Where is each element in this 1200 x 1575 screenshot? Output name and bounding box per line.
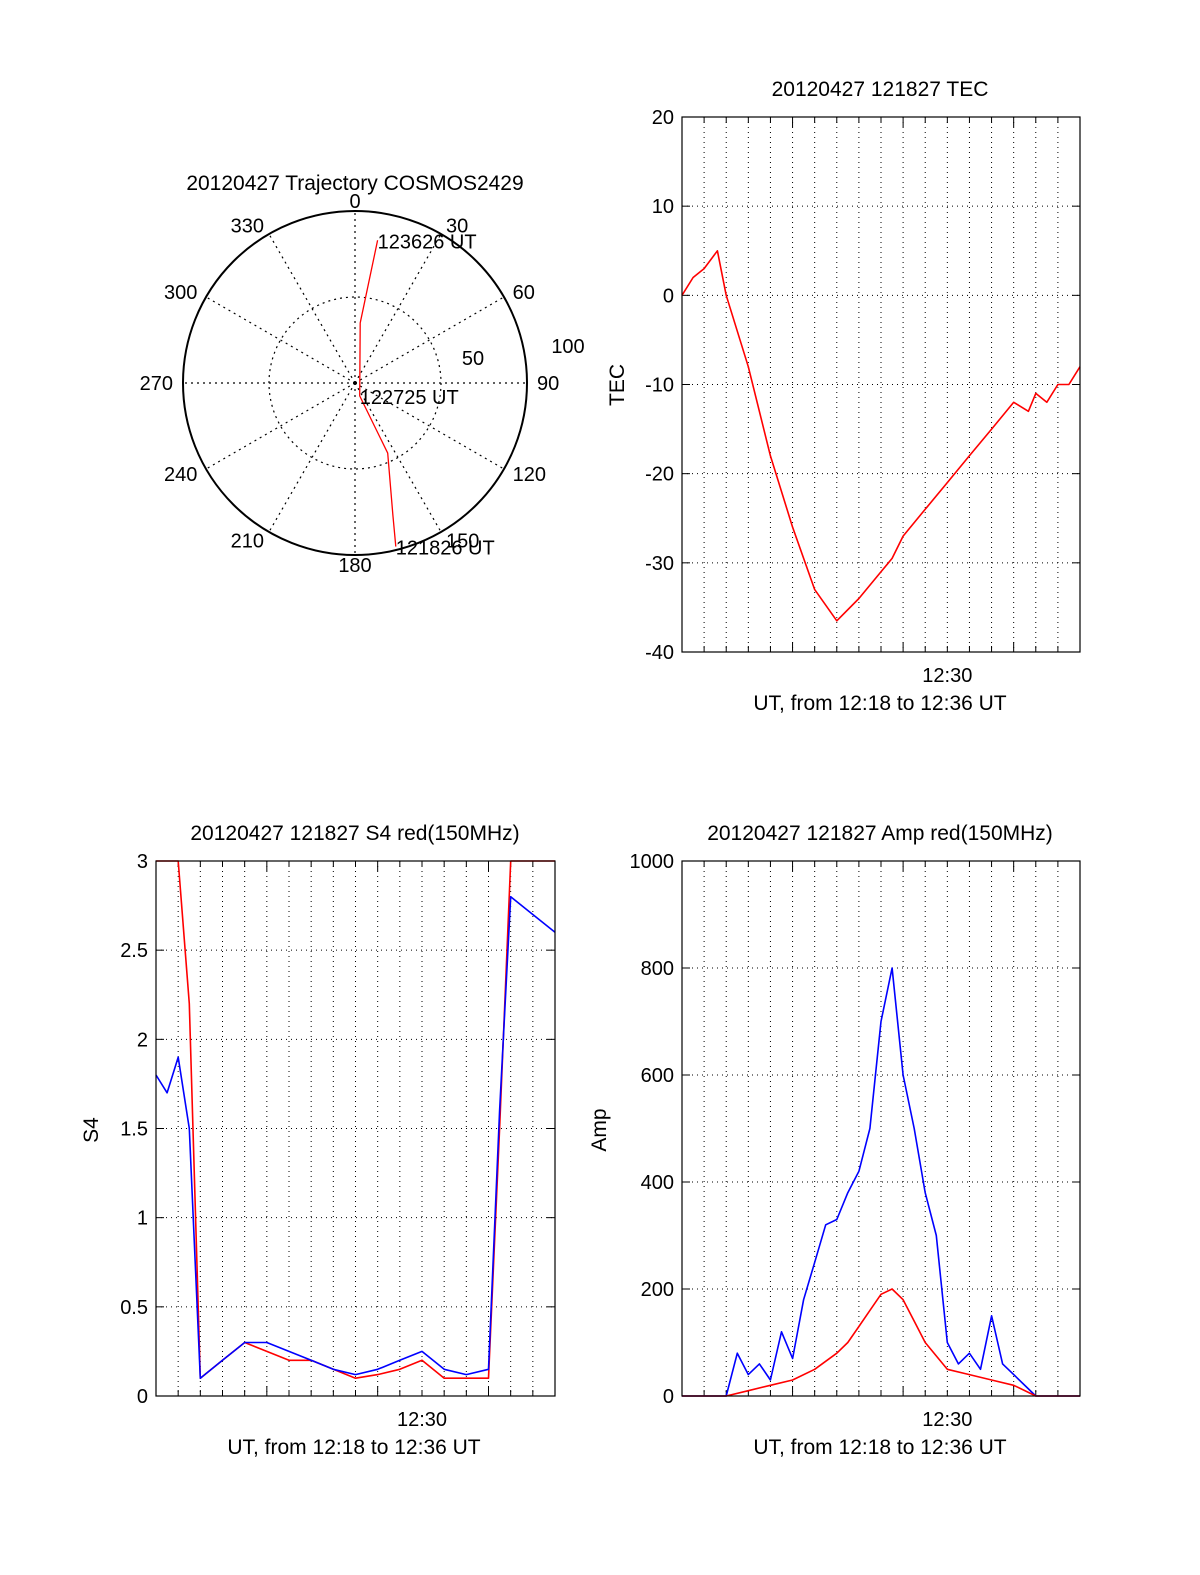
s4-ylabel: S4	[80, 1117, 103, 1143]
amp-series-blue-line	[682, 967, 1080, 1397]
tec-ytick-label: 10	[652, 196, 674, 218]
polar-spoke	[354, 382, 505, 470]
polar-azimuth-label: 240	[164, 464, 197, 486]
s4-ytick-label: 1	[137, 1208, 148, 1230]
tec-ytick-label: -20	[645, 464, 674, 486]
amp-ytick-label: 1000	[630, 851, 675, 873]
amp-xlabel: UT, from 12:18 to 12:36 UT	[753, 1436, 1006, 1459]
tec-xlabel: UT, from 12:18 to 12:36 UT	[753, 692, 1006, 715]
amp-ytick-label: 400	[641, 1172, 674, 1194]
polar-spoke	[205, 296, 356, 384]
s4-ytick-label: 0.5	[120, 1297, 148, 1319]
tec-ytick-label: -10	[645, 375, 674, 397]
trajectory-line	[359, 240, 397, 547]
tec-ytick-label: 0	[663, 285, 674, 307]
tec-plot-frame	[681, 116, 1081, 653]
polar-spoke	[354, 233, 442, 384]
polar-azimuth-label: 30	[446, 215, 468, 237]
tec-title: 20120427 121827 TEC	[772, 78, 989, 101]
tec-ytick-label: -40	[645, 642, 674, 664]
polar-spoke	[354, 296, 505, 384]
amp-xtick-label: 12:30	[922, 1409, 972, 1431]
polar-outer-circle	[182, 210, 528, 556]
s4-ytick-label: 2.5	[120, 940, 148, 962]
trajectory-time-label: 121826 UT	[396, 538, 495, 560]
polar-spoke	[268, 233, 356, 384]
s4-xlabel: UT, from 12:18 to 12:36 UT	[227, 1436, 480, 1459]
trajectory-panel: 20120427 Trajectory COSMOS2429 0 30 60 90 12…	[140, 172, 585, 577]
tec-ylabel: TEC	[606, 364, 629, 406]
trajectory-time-label: 122725 UT	[360, 387, 459, 409]
amp-ylabel: Amp	[588, 1108, 611, 1151]
amp-plot-frame	[681, 860, 1081, 1397]
polar-azimuth-label: 330	[231, 215, 264, 237]
polar-radius-label: 50	[462, 348, 484, 370]
polar-azimuth-label: 270	[140, 373, 173, 395]
tec-ytick-label: 20	[652, 107, 674, 129]
tec-ytick-label: -30	[645, 553, 674, 575]
s4-title: 20120427 121827 S4 red(150MHz)	[190, 822, 519, 845]
polar-spoke	[354, 382, 442, 533]
amp-title: 20120427 121827 Amp red(150MHz)	[707, 822, 1053, 845]
polar-azimuth-label: 60	[513, 282, 535, 304]
polar-azimuth-label: 210	[231, 531, 264, 553]
s4-xtick-label: 12:30	[397, 1409, 447, 1431]
s4-ytick-label: 0	[137, 1386, 148, 1408]
s4-panel: 20120427 121827 S4 red(150MHz) UT, from …	[80, 822, 556, 1459]
polar-spoke	[268, 382, 356, 533]
amp-ytick-label: 600	[641, 1065, 674, 1087]
polar-spoke	[205, 382, 356, 470]
amp-panel: 20120427 121827 Amp red(150MHz) UT, from…	[588, 822, 1081, 1459]
s4-ytick-label: 2	[137, 1029, 148, 1051]
s4-plot-frame	[155, 860, 556, 1397]
s4-series-blue-line	[155, 895, 556, 1379]
amp-series-red-line	[682, 1288, 1080, 1397]
s4-ytick-label: 3	[137, 851, 148, 873]
polar-azimuth-label: 90	[537, 373, 559, 395]
polar-azimuth-label: 150	[446, 531, 479, 553]
tec-panel: 20120427 121827 TEC UT, from 12:18 to 12…	[606, 78, 1081, 715]
amp-ytick-label: 800	[641, 958, 674, 980]
s4-ytick-label: 1.5	[120, 1119, 148, 1141]
polar-azimuth-label: 180	[338, 555, 371, 577]
tec-xtick-label: 12:30	[922, 665, 972, 687]
s4-series-red-line	[156, 860, 555, 1379]
polar-azimuth-label: 300	[164, 282, 197, 304]
tec-series-red-line	[681, 250, 1081, 622]
polar-azimuth-label: 0	[349, 191, 360, 213]
trajectory-title: 20120427 Trajectory COSMOS2429	[186, 172, 523, 195]
amp-ytick-label: 200	[641, 1279, 674, 1301]
trajectory-time-label: 123626 UT	[378, 231, 477, 253]
polar-radius-label: 100	[551, 336, 584, 358]
polar-azimuth-label: 120	[513, 464, 546, 486]
amp-ytick-label: 0	[663, 1386, 674, 1408]
